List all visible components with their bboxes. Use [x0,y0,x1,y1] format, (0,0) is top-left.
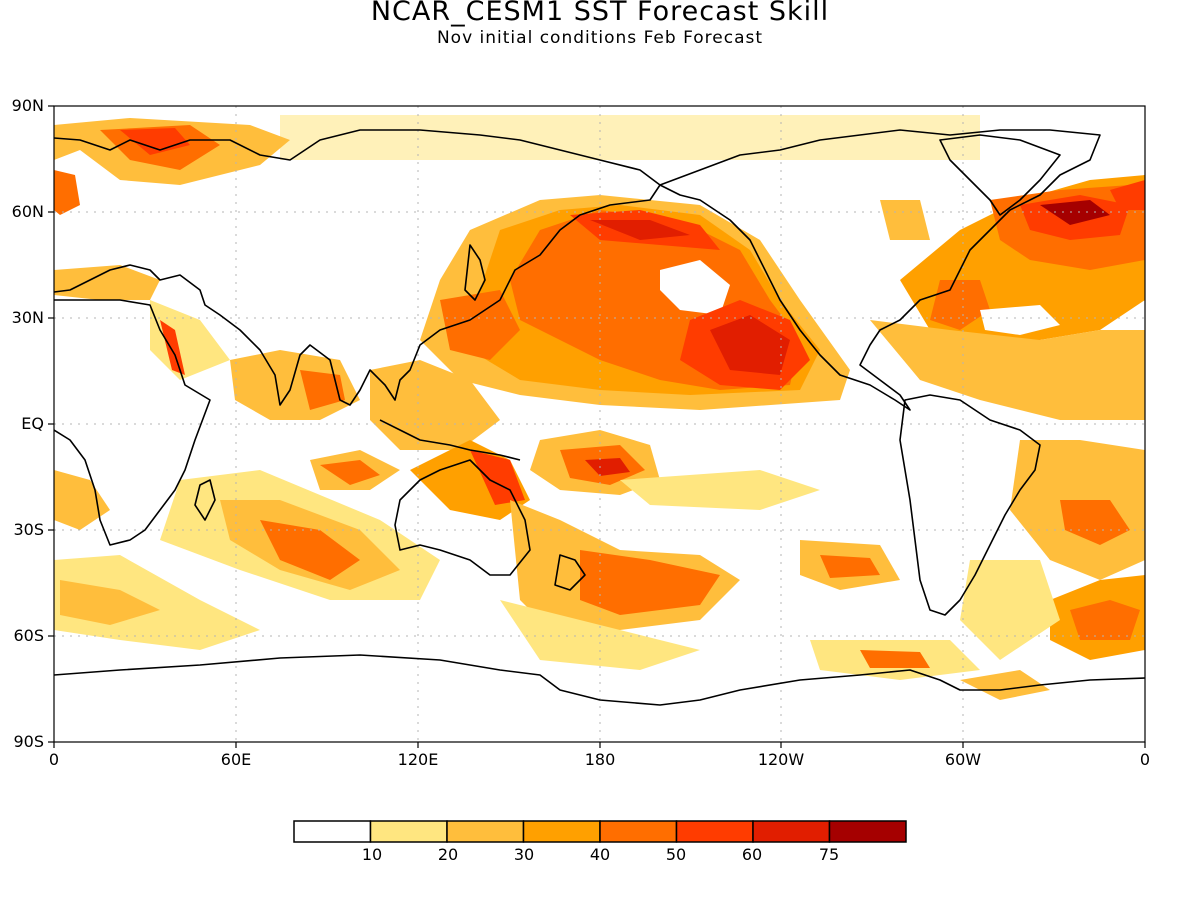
coastline-africa [54,299,211,546]
colorbar-swatch [599,820,678,843]
coastline-indonesia [379,419,521,461]
coastline-new-zealand [554,554,586,591]
colorbar-label: 75 [818,845,840,864]
colorbar-label: 10 [361,845,383,864]
colorbar-swatch [752,820,831,843]
coastlines [54,129,1145,706]
colorbar-label: 30 [513,845,535,864]
coastline-south-america [899,394,1041,616]
coastline-greenland [939,134,1061,216]
y-tick-label: 90N [11,96,44,115]
coastline-australia [394,459,531,576]
colorbar-swatch [522,820,601,843]
map-subtitle: Nov initial conditions Feb Forecast [436,28,764,48]
x-tick-label: 120E [397,750,439,769]
y-tick-label: 30N [11,308,44,327]
y-tick-label: 90S [13,732,44,751]
x-tick-label: 60W [944,750,982,769]
colorbar [293,820,907,843]
x-tick-label: 0 [48,750,60,769]
x-tick-label: 120W [757,750,805,769]
y-tick-label: 60S [13,626,44,645]
x-tick-label: 60E [220,750,252,769]
skill-region-southern-ocean [54,555,260,650]
y-tick-label: 60N [11,202,44,221]
axis-ticks [48,105,1146,748]
x-tick-label: 0 [1139,750,1151,769]
colorbar-swatch [828,820,907,843]
colorbar-swatch [369,820,448,843]
y-tick-label: 30S [13,520,44,539]
coastline-madagascar [194,479,216,521]
x-tick-label: 180 [584,750,616,769]
gridlines [54,106,1145,742]
colorbar-label: 60 [741,845,763,864]
coastline-antarctica [54,654,1145,706]
colorbar-swatch [675,820,754,843]
skill-region-west-pacific [370,360,500,450]
colorbar-label: 40 [589,845,611,864]
skill-region-arctic [280,115,980,160]
coastline-north-america [659,129,1101,411]
colorbar-swatch [446,820,525,843]
colorbar-label: 20 [437,845,459,864]
coastline-japan [464,244,486,301]
map-title: NCAR_CESM1 SST Forecast Skill [370,0,830,27]
colorbar-label: 50 [665,845,687,864]
colorbar-swatch [293,820,372,843]
coastline-eurasia [54,129,661,406]
skill-shading [54,115,1145,700]
y-tick-label: EQ [21,414,44,433]
